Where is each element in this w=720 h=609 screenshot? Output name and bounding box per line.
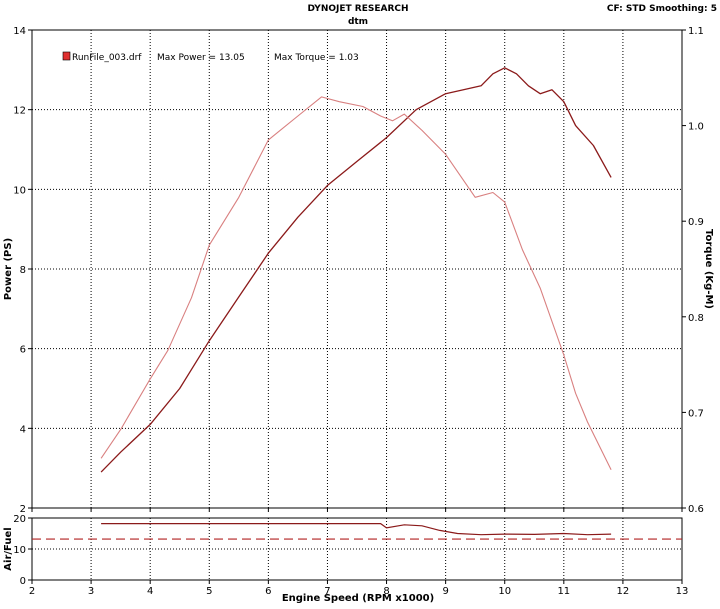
power-axis-title: Power (PS) bbox=[3, 238, 14, 300]
x-tick-label: 13 bbox=[676, 586, 689, 597]
y-tick-label: 10 bbox=[13, 185, 26, 196]
main-y2-ticks: 0.6 0.7 0.8 0.9 1.0 1.1 bbox=[682, 26, 704, 515]
afr-series-line bbox=[101, 522, 612, 536]
afr-grid bbox=[32, 518, 682, 580]
legend-max-power: Max Power = 13.05 bbox=[157, 53, 245, 63]
y2-tick-label: 1.0 bbox=[688, 122, 704, 133]
x-tick-label: 10 bbox=[498, 586, 511, 597]
legend: RunFile_003.drf Max Power = 13.05 Max To… bbox=[62, 51, 359, 63]
afr-axis-title: Air/Fuel bbox=[3, 527, 14, 570]
y-tick-label: 4 bbox=[20, 424, 26, 435]
y2-tick-label: 0.7 bbox=[688, 408, 704, 419]
x-tick-label: 2 bbox=[29, 586, 35, 597]
main-plot: 2 4 6 8 10 12 14 0.6 0.7 0.8 0.9 1.0 1.1 Power (PS)… bbox=[3, 26, 714, 515]
x-tick-label: 11 bbox=[557, 586, 570, 597]
x-tick-label: 7 bbox=[324, 586, 330, 597]
legend-swatch bbox=[62, 51, 71, 61]
y-tick-label: 14 bbox=[13, 26, 26, 37]
y2-tick-label: 0.8 bbox=[688, 313, 704, 324]
x-tick-label: 3 bbox=[88, 586, 94, 597]
afr-plot: 0 10 20 Air/Fuel bbox=[3, 514, 683, 587]
afr-y-tick-label: 0 bbox=[20, 576, 26, 587]
y2-tick-label: 0.9 bbox=[688, 217, 704, 228]
report-title: DYNOJET RESEARCH bbox=[307, 4, 408, 14]
afr-lines bbox=[32, 522, 682, 540]
correction-info: CF: STD Smoothing: 5 bbox=[607, 4, 717, 14]
x-tick-label: 6 bbox=[265, 586, 271, 597]
legend-filename: RunFile_003.drf bbox=[72, 53, 142, 63]
x-tick-label: 5 bbox=[206, 586, 212, 597]
power-series-line bbox=[100, 67, 612, 473]
main-grid bbox=[32, 30, 682, 508]
x-tick-label: 8 bbox=[383, 586, 389, 597]
afr-y-ticks: 0 10 20 bbox=[13, 514, 32, 587]
torque-axis-title: Torque (Kg-M) bbox=[703, 229, 714, 309]
afr-y-tick-label: 20 bbox=[13, 514, 26, 525]
torque-series-line bbox=[100, 96, 612, 471]
y2-tick-label: 0.6 bbox=[688, 504, 704, 515]
y-tick-label: 6 bbox=[20, 345, 26, 356]
afr-y-tick-label: 10 bbox=[13, 545, 26, 556]
main-y-ticks: 2 4 6 8 10 12 14 bbox=[13, 26, 32, 515]
y-tick-label: 12 bbox=[13, 106, 26, 117]
x-tick-label: 12 bbox=[617, 586, 630, 597]
y-tick-label: 8 bbox=[20, 265, 26, 276]
x-axis-title: Engine Speed (RPM x1000) bbox=[282, 593, 434, 604]
legend-max-torque: Max Torque = 1.03 bbox=[274, 53, 359, 63]
x-tick-label: 9 bbox=[442, 586, 448, 597]
x-axis-ticks: 2 3 4 5 6 7 8 9 10 11 12 13 bbox=[29, 508, 689, 597]
main-lines bbox=[100, 67, 612, 473]
report-subtitle: dtm bbox=[348, 17, 368, 27]
y-tick-label: 2 bbox=[20, 504, 26, 515]
y2-tick-label: 1.1 bbox=[688, 26, 704, 37]
x-tick-label: 4 bbox=[147, 586, 153, 597]
